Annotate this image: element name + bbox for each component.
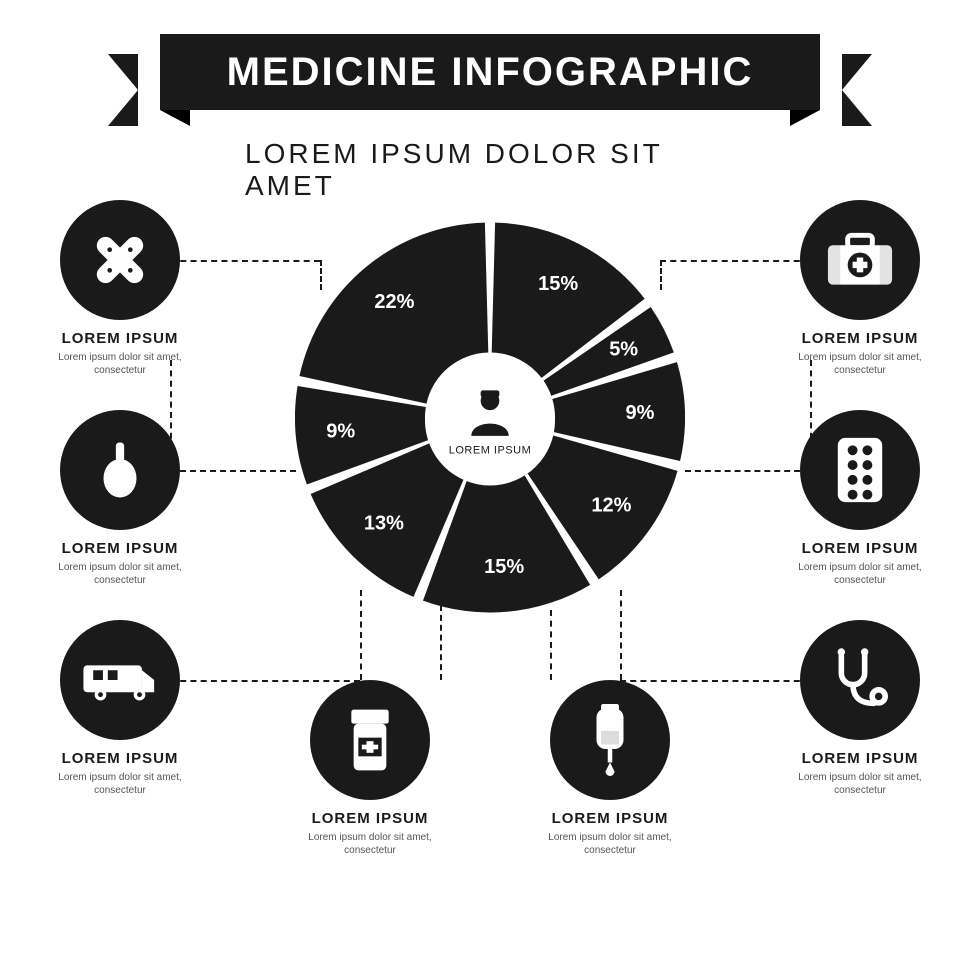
pill-bottle-icon	[310, 680, 430, 800]
doctor-person-icon	[462, 384, 518, 440]
pie-chart: 15% 5% 9% 12% 15% 13% 9% 22% LOREM IPSUM	[295, 223, 685, 618]
pill-blister-icon	[800, 410, 920, 530]
icon-subtext: Lorem ipsum dolor sit amet, consectetur	[50, 561, 190, 587]
icon-title: LOREM IPSUM	[50, 750, 190, 767]
enema-bulb-icon	[60, 410, 180, 530]
pie-segment-label: 15%	[538, 273, 578, 295]
icon-subtext: Lorem ipsum dolor sit amet, consectetur	[790, 771, 930, 797]
ribbon-fold-right	[790, 110, 820, 126]
pie-segment-label: 12%	[591, 495, 631, 517]
pie-segment-label: 5%	[609, 338, 638, 360]
icon-title: LOREM IPSUM	[300, 810, 440, 827]
icon-item-iv-drip: LOREM IPSUM Lorem ipsum dolor sit amet, c…	[540, 680, 680, 857]
ambulance-van-icon	[60, 620, 180, 740]
ribbon-fold-left	[160, 110, 190, 126]
icon-subtext: Lorem ipsum dolor sit amet, consectetur	[50, 351, 190, 377]
icon-item-bandage: LOREM IPSUM Lorem ipsum dolor sit amet, c…	[50, 200, 190, 377]
icon-item-enema: LOREM IPSUM Lorem ipsum dolor sit amet, c…	[50, 410, 190, 587]
icon-subtext: Lorem ipsum dolor sit amet, consectetur	[300, 831, 440, 857]
title-banner: MEDICINE INFOGRAPHIC	[160, 34, 820, 110]
icon-subtext: Lorem ipsum dolor sit amet, consectetur	[540, 831, 680, 857]
ribbon-tail-left	[108, 54, 138, 126]
ribbon-tail-right	[842, 54, 872, 126]
connector	[550, 610, 552, 680]
icon-item-pills: LOREM IPSUM Lorem ipsum dolor sit amet, c…	[790, 410, 930, 587]
banner-title: MEDICINE INFOGRAPHIC	[227, 50, 754, 95]
pie-center-label: LOREM IPSUM	[449, 444, 532, 456]
iv-drip-bag-icon	[550, 680, 670, 800]
icon-item-ambulance: LOREM IPSUM Lorem ipsum dolor sit amet, c…	[50, 620, 190, 797]
icon-title: LOREM IPSUM	[50, 540, 190, 557]
icon-item-pill-bottle: LOREM IPSUM Lorem ipsum dolor sit amet, c…	[300, 680, 440, 857]
pie-segment-label: 13%	[364, 513, 404, 535]
icon-title: LOREM IPSUM	[540, 810, 680, 827]
icon-subtext: Lorem ipsum dolor sit amet, consectetur	[50, 771, 190, 797]
icon-title: LOREM IPSUM	[50, 330, 190, 347]
icon-title: LOREM IPSUM	[790, 540, 930, 557]
subtitle: LOREM IPSUM DOLOR SIT AMET	[245, 138, 735, 202]
pie-segment-label: 9%	[625, 402, 654, 424]
pie-segment-label: 9%	[326, 421, 355, 443]
icon-item-firstaid: LOREM IPSUM Lorem ipsum dolor sit amet, c…	[790, 200, 930, 377]
icon-title: LOREM IPSUM	[790, 330, 930, 347]
pie-segment-label: 22%	[374, 291, 414, 313]
first-aid-kit-icon	[800, 200, 920, 320]
icon-item-stethoscope: LOREM IPSUM Lorem ipsum dolor sit amet, c…	[790, 620, 930, 797]
pie-center: LOREM IPSUM	[425, 355, 555, 485]
icon-subtext: Lorem ipsum dolor sit amet, consectetur	[790, 561, 930, 587]
icon-subtext: Lorem ipsum dolor sit amet, consectetur	[790, 351, 930, 377]
pie-segment-label: 15%	[484, 556, 524, 578]
bandage-cross-icon	[60, 200, 180, 320]
icon-title: LOREM IPSUM	[790, 750, 930, 767]
stethoscope-icon	[800, 620, 920, 740]
